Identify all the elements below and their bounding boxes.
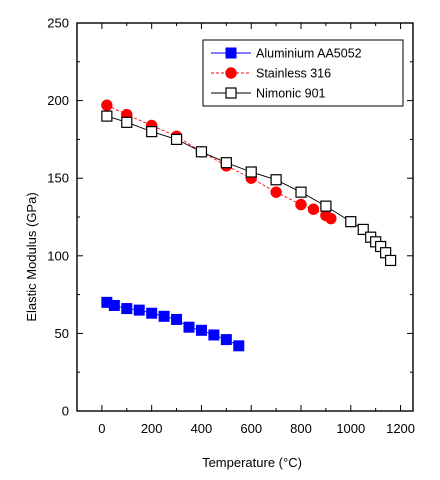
data-point (270, 174, 282, 186)
series-line (106, 115, 391, 261)
data-point (245, 166, 257, 178)
data-point (220, 157, 232, 169)
legend-label: Aluminium AA5052 (256, 47, 362, 61)
series-2 (101, 110, 397, 267)
data-point (233, 340, 245, 352)
x-tick-label: 1200 (386, 421, 415, 436)
legend-marker (225, 87, 237, 99)
plot-series (101, 99, 397, 352)
x-tick-label: 0 (98, 421, 105, 436)
y-tick-label: 100 (47, 248, 69, 263)
data-point (195, 324, 207, 336)
y-tick-label: 0 (62, 404, 69, 419)
y-tick-label: 200 (47, 93, 69, 108)
data-point (357, 223, 369, 236)
axes: 0 50 100 150 200 250 0 200 400 600 800 1000 1200 (47, 16, 415, 437)
data-point (295, 186, 307, 198)
data-point (385, 254, 397, 267)
data-point (146, 307, 158, 319)
data-point (121, 303, 133, 315)
data-point (195, 146, 208, 158)
y-tick-label: 250 (47, 16, 69, 31)
data-point (325, 212, 337, 225)
x-tick-label: 1000 (336, 421, 365, 436)
data-point (307, 203, 320, 215)
legend-marker (225, 47, 237, 59)
data-point (101, 99, 113, 111)
x-axis-label: Temperature (°C) (202, 455, 302, 470)
legend-label: Stainless 316 (256, 67, 331, 81)
legend: Aluminium AA5052 Stainless 316 Nimonic 901 (202, 39, 404, 107)
legend-label: Nimonic 901 (256, 87, 326, 101)
data-point (220, 334, 232, 346)
data-point (133, 304, 145, 316)
x-tick-label: 800 (290, 421, 312, 436)
data-point (158, 310, 170, 322)
y-tick-label: 150 (47, 171, 69, 186)
data-point (208, 329, 220, 341)
data-point (108, 299, 120, 311)
data-point (270, 186, 282, 198)
series-0 (101, 296, 245, 352)
data-point (170, 133, 183, 145)
y-axis-label: Elastic Modulus (GPa) (24, 192, 39, 321)
data-point (146, 126, 158, 138)
data-point (320, 200, 332, 212)
series-1 (101, 99, 337, 225)
data-point (121, 116, 133, 128)
legend-marker (225, 67, 237, 79)
y-tick-label: 50 (55, 326, 69, 341)
data-point (295, 198, 307, 211)
data-point (101, 110, 113, 122)
data-point (183, 321, 195, 333)
data-point (345, 216, 357, 228)
data-point (171, 313, 183, 325)
x-tick-label: 400 (191, 421, 213, 436)
x-tick-label: 600 (240, 421, 262, 436)
x-tick-label: 200 (141, 421, 163, 436)
